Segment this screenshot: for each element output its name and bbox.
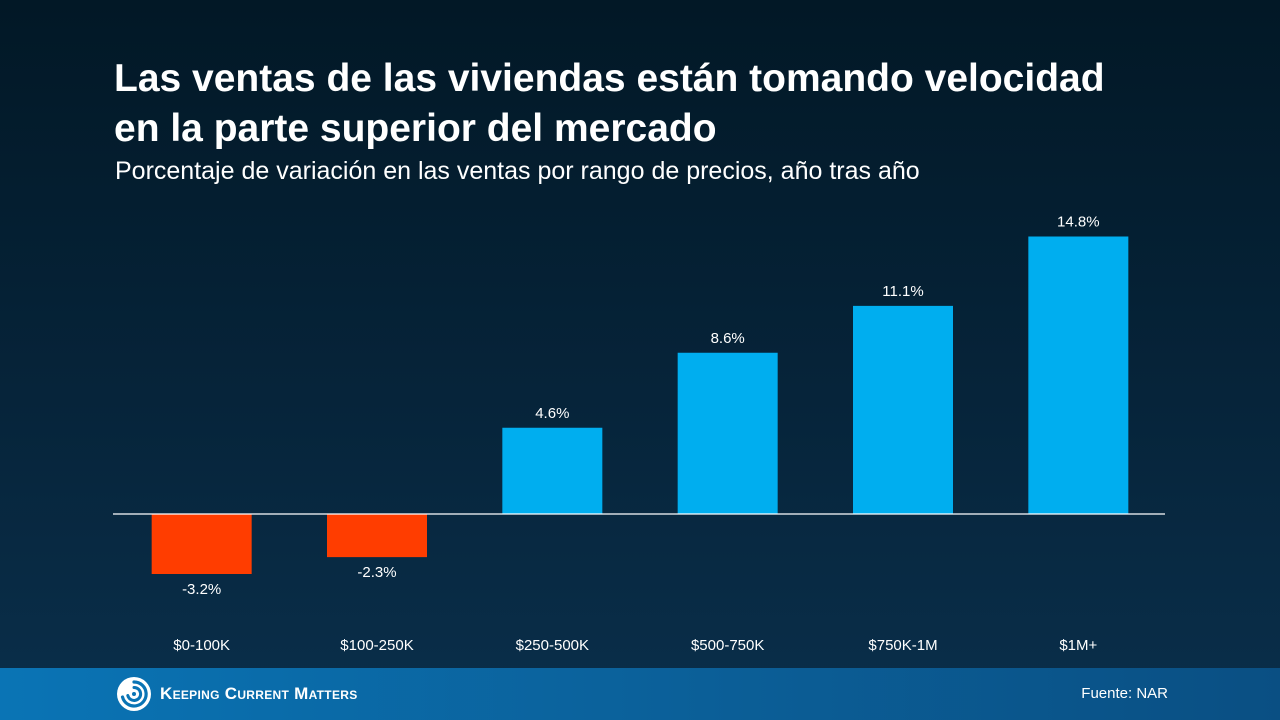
bar-$750K-1M xyxy=(853,305,953,514)
x-tick-label-$750K-1M: $750K-1M xyxy=(868,637,937,654)
chart-title-line-2: en la parte superior del mercado xyxy=(114,107,717,150)
data-label-$1M+: 14.8% xyxy=(1057,214,1100,231)
bar-$500-750K xyxy=(677,352,778,514)
x-tick-label-$500-750K: $500-750K xyxy=(691,637,764,654)
x-tick-label-$0-100K: $0-100K xyxy=(173,637,230,654)
x-tick-label-$1M+: $1M+ xyxy=(1059,637,1097,654)
bar-$100-250K xyxy=(327,514,427,558)
data-label-$500-750K: 8.6% xyxy=(711,330,745,347)
chart-subtitle: Porcentaje de variación en las ventas po… xyxy=(115,157,920,185)
kcm-logo-text: Keeping Current Matters xyxy=(160,684,358,703)
bar-$0-100K xyxy=(151,514,252,574)
x-tick-label-$250-500K: $250-500K xyxy=(516,637,589,654)
chart-title: Las ventas de las viviendas están tomand… xyxy=(114,54,1214,154)
data-label-$750K-1M: 11.1% xyxy=(882,283,923,300)
source-note: Fuente: NAR xyxy=(1081,685,1168,702)
data-label-$100-250K: -2.3% xyxy=(357,564,396,581)
footer-bar: Keeping Current Matters Fuente: NAR xyxy=(0,668,1280,720)
kcm-logo: Keeping Current Matters xyxy=(116,676,358,712)
data-label-$250-500K: 4.6% xyxy=(535,405,569,422)
x-tick-label-$100-250K: $100-250K xyxy=(340,637,413,654)
bar-$1M+ xyxy=(1028,236,1129,514)
chart-title-line-1: Las ventas de las viviendas están tomand… xyxy=(114,57,1105,100)
bar-chart: -3.2% $0-100K -2.3% $100-250K 4.6% $250-500K 8… xyxy=(151,214,1129,654)
data-label-$0-100K: -3.2% xyxy=(182,581,221,598)
bar-$250-500K xyxy=(502,427,603,514)
kcm-swirl-icon xyxy=(117,677,151,711)
